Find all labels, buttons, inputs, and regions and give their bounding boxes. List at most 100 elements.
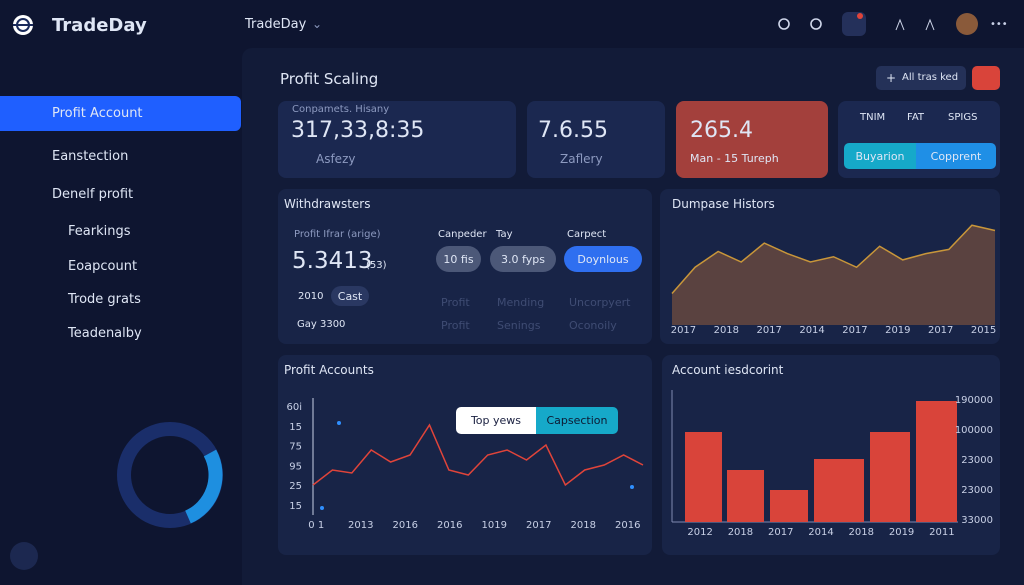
x-label: 2014 <box>808 527 833 538</box>
sidebar-active[interactable] <box>0 96 241 131</box>
metric-note: (53) <box>366 260 387 271</box>
faint-text: Profit <box>441 319 470 332</box>
column: Canpeder <box>438 229 487 240</box>
sidebar-item[interactable]: Denelf profit <box>52 187 134 202</box>
y-label: 60i <box>286 402 302 413</box>
y-label: 23000 <box>961 485 993 496</box>
x-label: 2015 <box>971 325 996 336</box>
faint-text: Uncorpyert <box>569 296 631 309</box>
logo: TradeDay <box>52 15 147 36</box>
donut <box>117 422 223 528</box>
stat-sub: Zaflery <box>560 152 603 166</box>
svg-text:•••: ••• <box>990 19 1008 30</box>
stat-sub: Asfezy <box>316 152 356 166</box>
line <box>312 423 644 487</box>
y-label: 15 <box>289 501 302 512</box>
stat-card <box>676 101 828 178</box>
x-label: 2017 <box>671 325 696 336</box>
dot <box>337 421 341 425</box>
sidebar-item[interactable]: Trode grats <box>68 292 141 307</box>
sidebar-item[interactable]: Profit Account <box>52 106 143 121</box>
y-label: 100000 <box>955 425 993 436</box>
stat-sub: Man - 15 Tureph <box>690 152 779 165</box>
bar <box>685 432 722 522</box>
area-line <box>671 224 996 294</box>
bar <box>727 470 764 522</box>
x-label: 2012 <box>687 527 712 538</box>
toggle-button[interactable]: Copprent <box>916 143 996 169</box>
bar <box>870 432 910 522</box>
bar <box>770 490 808 522</box>
footer: Gay 3300 <box>297 319 346 330</box>
stat-card <box>278 101 516 178</box>
sidebar-item[interactable]: Fearkings <box>68 224 131 239</box>
chip[interactable]: Cast <box>331 286 369 306</box>
tooltip: Top yews <box>456 407 536 434</box>
stat-card <box>527 101 665 178</box>
x-label: 1019 <box>482 520 507 531</box>
sidebar-item[interactable]: Eoapcount <box>68 259 138 274</box>
x-label: 2011 <box>929 527 954 538</box>
x-label: 2014 <box>799 325 824 336</box>
logo-icon <box>13 15 33 35</box>
tab[interactable]: FAT <box>907 112 925 123</box>
x-label: 2016 <box>393 520 418 531</box>
chart-panel <box>278 355 652 555</box>
bar <box>814 459 864 522</box>
header-icons: ••• <box>778 12 1008 36</box>
x-label: 2019 <box>889 527 914 538</box>
pill[interactable]: 10 fis <box>436 246 481 272</box>
stat-value: 317,33,8:35 <box>291 118 425 143</box>
faint-text: Oconoily <box>569 319 617 332</box>
pill[interactable]: Doynlous <box>564 246 642 272</box>
y-label: 33000 <box>961 515 993 526</box>
faint-text: Profit <box>441 296 470 309</box>
alert-button[interactable] <box>972 66 1000 90</box>
x-label: 2016 <box>615 520 640 531</box>
x-label: 2013 <box>348 520 373 531</box>
y-label: 75 <box>289 442 302 453</box>
toggle-button[interactable]: Buyarion <box>844 143 916 169</box>
bar <box>916 401 957 522</box>
chart-title: Account iesdcorint <box>672 363 784 377</box>
metric-value: 5.3413 <box>292 248 373 274</box>
y-label: 15 <box>289 422 302 433</box>
page-title: Profit Scaling <box>280 70 379 88</box>
y-label: 23000 <box>961 455 993 466</box>
tab[interactable]: TNIM <box>860 112 886 123</box>
sidebar-item[interactable]: Eanstection <box>52 149 129 164</box>
y-label: 95 <box>289 461 302 472</box>
y-label: 190000 <box>955 395 993 406</box>
dot <box>630 485 634 489</box>
metric-label: Profit Ifrar (arige) <box>294 229 381 240</box>
stat-label: Conpamets. Hisany <box>292 104 390 115</box>
action-button[interactable] <box>876 66 966 90</box>
home-button[interactable] <box>10 542 38 570</box>
action-label: All tras ked <box>902 72 959 83</box>
x-label: 2018 <box>728 527 753 538</box>
action-plus: + <box>886 71 897 85</box>
column: Carpect <box>567 229 607 240</box>
x-label: 0 1 <box>308 520 324 531</box>
stat-value: 7.6.55 <box>538 118 608 143</box>
dropdown-caret[interactable]: ⌄ <box>312 17 323 31</box>
sidebar-item[interactable]: Teadenalby <box>68 326 142 341</box>
x-label: 2017 <box>756 325 781 336</box>
x-label: 2019 <box>885 325 910 336</box>
faint-text: Mending <box>497 296 545 309</box>
tab[interactable]: SPIGS <box>948 112 978 123</box>
stat-value: 265.4 <box>690 118 753 143</box>
x-label: 2018 <box>714 325 739 336</box>
x-label: 2017 <box>526 520 551 531</box>
pill[interactable]: 3.0 fyps <box>490 246 556 272</box>
x-label: 2017 <box>768 527 793 538</box>
year: 2010 <box>298 291 324 302</box>
x-label: 2016 <box>437 520 462 531</box>
x-label: 2018 <box>571 520 596 531</box>
area <box>672 225 995 325</box>
x-label: 2017 <box>842 325 867 336</box>
x-label: 2018 <box>849 527 874 538</box>
workspace[interactable]: TradeDay <box>245 17 307 32</box>
